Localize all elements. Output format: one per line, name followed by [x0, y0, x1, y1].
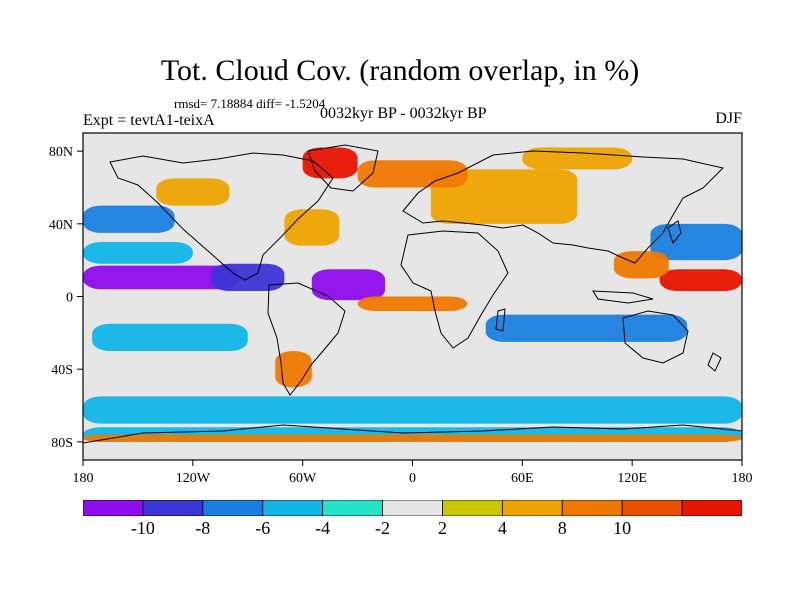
- region-arctic-russia: [522, 147, 633, 170]
- colorbar-swatch: [322, 500, 383, 516]
- coast-antarctica: [83, 424, 742, 444]
- region-atlantic-north: [284, 209, 340, 246]
- coast-japan: [667, 220, 682, 245]
- region-antarctic-southern-band: [83, 434, 742, 442]
- x-tick-label: 0: [409, 471, 416, 486]
- period-label: 0032kyr BP - 0032kyr BP: [320, 105, 487, 122]
- region-north-pacific: [83, 205, 175, 233]
- colorbar-label: -8: [195, 518, 211, 538]
- coastlines: [83, 144, 742, 444]
- colorbar: [83, 500, 742, 516]
- map-plot: 180 120W 60W 0 60E 120E 180 80N 40N 0 40S 80S: [49, 132, 753, 486]
- colorbar-swatch: [681, 500, 742, 516]
- coast-australia: [622, 310, 689, 364]
- x-tick-label: 120E: [617, 471, 647, 486]
- colorbar-label: -4: [315, 518, 331, 538]
- plot-title: Tot. Cloud Cov. (random overlap, in %): [160, 54, 640, 87]
- region-equatorial-atlantic-band: [357, 296, 468, 312]
- experiment-label: Expt = tevtA1-teixA: [83, 112, 215, 129]
- coast-eurasia: [402, 150, 724, 264]
- region-tropical-pacific-north: [83, 265, 239, 290]
- colorbar-swatch: [83, 500, 144, 516]
- region-south-pacific: [92, 323, 248, 351]
- colorbar-swatch: [262, 500, 324, 516]
- region-mid-latitude-pacific: [83, 242, 193, 264]
- x-tick-label: 60W: [289, 471, 317, 486]
- region-central-america: [211, 263, 285, 292]
- colorbar-swatch: [442, 500, 503, 516]
- x-tick-label: 180: [732, 471, 753, 486]
- y-tick-label: 80S: [51, 436, 73, 451]
- region-atlantic-equatorial: [311, 269, 386, 301]
- y-tick-label: 0: [66, 291, 73, 306]
- region-greenland-arctic: [302, 147, 358, 179]
- colorbar-label: 8: [557, 518, 567, 538]
- stats-label: rmsd= 7.18884 diff= -1.5204: [174, 96, 326, 111]
- x-tick-label: 180: [73, 471, 94, 486]
- region-north-america-west: [156, 178, 230, 206]
- colorbar-swatch: [382, 500, 443, 516]
- anomaly-regions: [83, 147, 742, 442]
- colorbar-swatch: [202, 500, 264, 516]
- coast-greenland: [307, 144, 379, 192]
- coast-africa: [400, 230, 509, 349]
- region-europe-north: [357, 160, 468, 188]
- colorbar-swatch: [142, 500, 204, 516]
- colorbar-label: 4: [497, 518, 507, 538]
- region-indian-ocean-south: [485, 314, 688, 342]
- colorbar-label: 2: [437, 518, 447, 538]
- coast-south-america: [267, 282, 346, 396]
- region-west-pacific-tropical: [659, 269, 742, 292]
- y-tick-label: 40N: [49, 218, 73, 233]
- region-west-pacific: [650, 223, 742, 261]
- colorbar-labels: -10 -8 -6 -4 -2 2 4 8 10: [83, 518, 742, 538]
- region-south-america-south: [275, 351, 312, 388]
- x-tick-label: 60E: [511, 471, 534, 486]
- y-tick-label: 40S: [51, 363, 73, 378]
- x-tick-label: 120W: [176, 471, 211, 486]
- colorbar-swatch: [501, 500, 563, 516]
- region-southern-ocean: [83, 396, 742, 424]
- season-label: DJF: [715, 110, 742, 127]
- colorbar-label: -10: [130, 518, 155, 538]
- coast-indonesia: [592, 290, 654, 304]
- coast-madagascar: [495, 308, 506, 332]
- y-axis: 80N 40N 0 40S 80S: [49, 145, 83, 451]
- region-north-africa-asia: [430, 169, 578, 224]
- colorbar-label: 10: [613, 518, 632, 538]
- colorbar-label: -6: [255, 518, 271, 538]
- colorbar-swatch: [561, 500, 623, 516]
- colorbar-label: -2: [375, 518, 391, 538]
- coast-new-zealand: [707, 352, 722, 372]
- coast-north-america: [109, 152, 334, 281]
- y-tick-label: 80N: [49, 145, 73, 160]
- colorbar-swatch: [621, 500, 683, 516]
- x-axis: 180 120W 60W 0 60E 120E 180: [73, 460, 753, 486]
- region-east-asia: [613, 251, 669, 279]
